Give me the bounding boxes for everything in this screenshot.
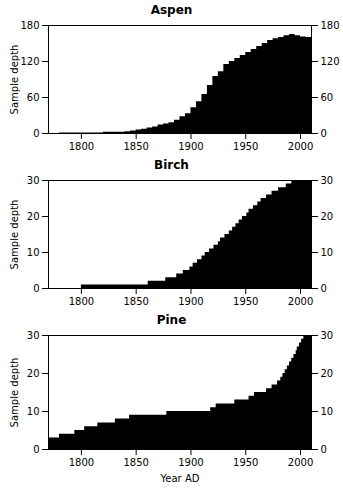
svg-text:1900: 1900 [178,296,203,307]
svg-text:10: 10 [27,406,40,417]
svg-text:30: 30 [27,330,40,341]
svg-text:180: 180 [20,20,39,31]
svg-text:1850: 1850 [123,296,148,307]
svg-text:Sample depth: Sample depth [9,358,20,428]
svg-text:20: 20 [321,211,334,222]
svg-text:20: 20 [27,368,40,379]
html-text:Aspen: Aspen [150,3,193,17]
svg-text:2000: 2000 [288,457,313,468]
svg-text:1900: 1900 [178,141,203,152]
svg-text:0: 0 [321,444,327,455]
svg-text:2000: 2000 [288,296,313,307]
svg-text:60: 60 [27,92,40,103]
svg-text:1800: 1800 [69,296,94,307]
svg-text:1800: 1800 [69,141,94,152]
svg-text:1950: 1950 [233,296,258,307]
svg-text:60: 60 [321,92,334,103]
svg-text:10: 10 [321,247,334,258]
svg-text:0: 0 [33,444,39,455]
svg-text:1900: 1900 [178,457,203,468]
svg-text:30: 30 [321,175,334,186]
svg-text:0: 0 [33,128,39,139]
svg-text:0: 0 [321,128,327,139]
svg-text:Sample depth: Sample depth [9,200,20,270]
html-text:Pine: Pine [156,313,187,327]
svg-text:1850: 1850 [123,457,148,468]
svg-text:120: 120 [20,56,39,67]
svg-text:Year AD: Year AD [160,473,200,484]
svg-text:120: 120 [321,56,340,67]
html-text:Birch: Birch [154,158,189,172]
svg-text:20: 20 [27,211,40,222]
svg-text:1950: 1950 [233,457,258,468]
svg-text:20: 20 [321,368,334,379]
svg-text:1850: 1850 [123,141,148,152]
svg-text:30: 30 [27,175,40,186]
svg-text:1800: 1800 [69,457,94,468]
svg-text:0: 0 [321,283,327,294]
svg-text:0: 0 [33,283,39,294]
svg-text:2000: 2000 [288,141,313,152]
svg-text:1950: 1950 [233,141,258,152]
svg-text:30: 30 [321,330,334,341]
svg-text:10: 10 [321,406,334,417]
svg-text:Sample depth: Sample depth [9,45,20,115]
svg-text:10: 10 [27,247,40,258]
svg-text:180: 180 [321,20,340,31]
